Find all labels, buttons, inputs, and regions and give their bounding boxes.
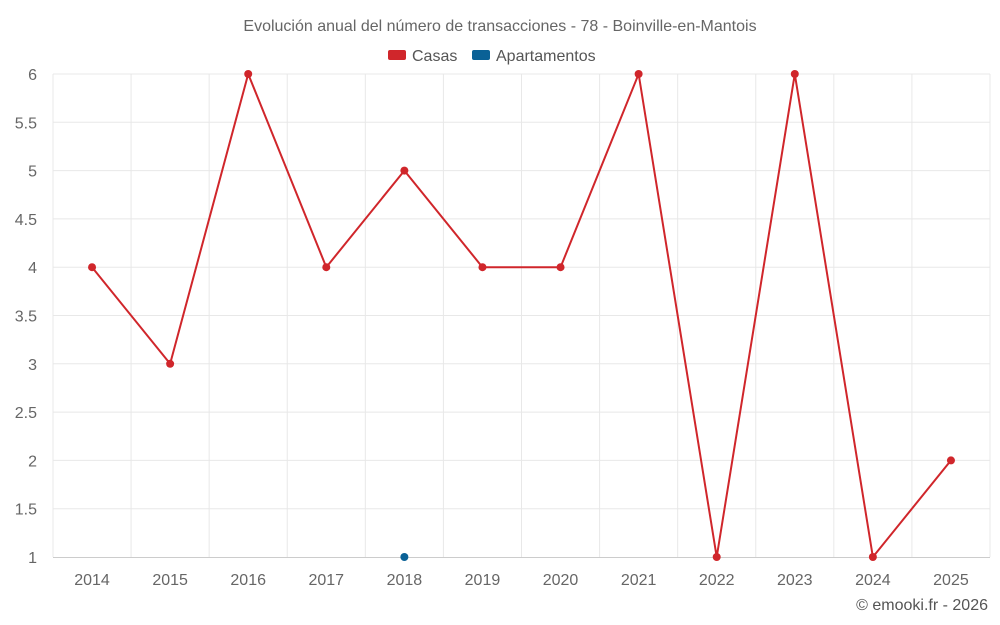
- data-point-casas[interactable]: [946, 456, 955, 465]
- data-point-casas[interactable]: [790, 70, 799, 78]
- y-tick-label: 4: [28, 260, 37, 277]
- legend-label-casas: Casas: [412, 48, 457, 65]
- x-tick-label: 2021: [621, 572, 657, 589]
- data-point-casas[interactable]: [88, 263, 97, 272]
- legend-swatch-casas: [388, 50, 406, 60]
- legend-swatch-apartamentos: [472, 50, 490, 60]
- data-point-casas[interactable]: [478, 263, 487, 272]
- data-point-casas[interactable]: [556, 263, 565, 272]
- x-tick-label: 2017: [308, 572, 344, 589]
- x-tick-label: 2018: [387, 572, 423, 589]
- x-tick-label: 2024: [855, 572, 891, 589]
- x-tick-label: 2014: [74, 572, 110, 589]
- x-tick-label: 2020: [543, 572, 579, 589]
- y-tick-label: 5: [28, 164, 37, 181]
- x-tick-label: 2015: [152, 572, 188, 589]
- footer-credit: © emooki.fr - 2026: [856, 597, 988, 614]
- legend-item-apartamentos[interactable]: Apartamentos: [472, 48, 596, 65]
- data-point-casas[interactable]: [634, 70, 643, 78]
- y-tick-label: 1.5: [15, 502, 37, 519]
- data-point-casas[interactable]: [868, 553, 877, 561]
- y-tick-label: 2: [28, 453, 37, 470]
- data-point-casas[interactable]: [244, 70, 253, 78]
- data-point-casas[interactable]: [400, 166, 409, 175]
- gridlines: [52, 73, 991, 557]
- y-tick-label: 6: [28, 67, 37, 84]
- x-tick-label: 2023: [777, 572, 813, 589]
- legend-item-casas[interactable]: Casas: [388, 48, 457, 65]
- y-tick-label: 2.5: [15, 405, 37, 422]
- data-point-casas[interactable]: [322, 263, 331, 272]
- x-tick-label: 2019: [465, 572, 501, 589]
- legend: Casas Apartamentos: [388, 48, 596, 65]
- data-point-apartamentos[interactable]: [400, 553, 409, 561]
- x-axis-ticks: 2014 2015 2016 2017 2018 2019 2020 2021 2022 2023…: [74, 572, 969, 589]
- y-tick-label: 3: [28, 357, 37, 374]
- data-point-casas[interactable]: [166, 359, 175, 368]
- y-tick-label: 5.5: [15, 115, 37, 132]
- y-axis-ticks: 1 1.5 2 2.5 3 3.5 4 4.5 5 5.5 6: [15, 67, 37, 567]
- y-tick-label: 1: [28, 550, 37, 567]
- chart-title: Evolución anual del número de transaccio…: [243, 18, 756, 35]
- legend-label-apartamentos: Apartamentos: [496, 48, 596, 65]
- x-tick-label: 2025: [933, 572, 969, 589]
- x-tick-label: 2016: [230, 572, 266, 589]
- data-point-casas[interactable]: [712, 553, 721, 561]
- series-line-casas: [91, 73, 952, 558]
- y-tick-label: 4.5: [15, 212, 37, 229]
- x-tick-label: 2022: [699, 572, 735, 589]
- y-tick-label: 3.5: [15, 309, 37, 326]
- data-series: [88, 70, 955, 561]
